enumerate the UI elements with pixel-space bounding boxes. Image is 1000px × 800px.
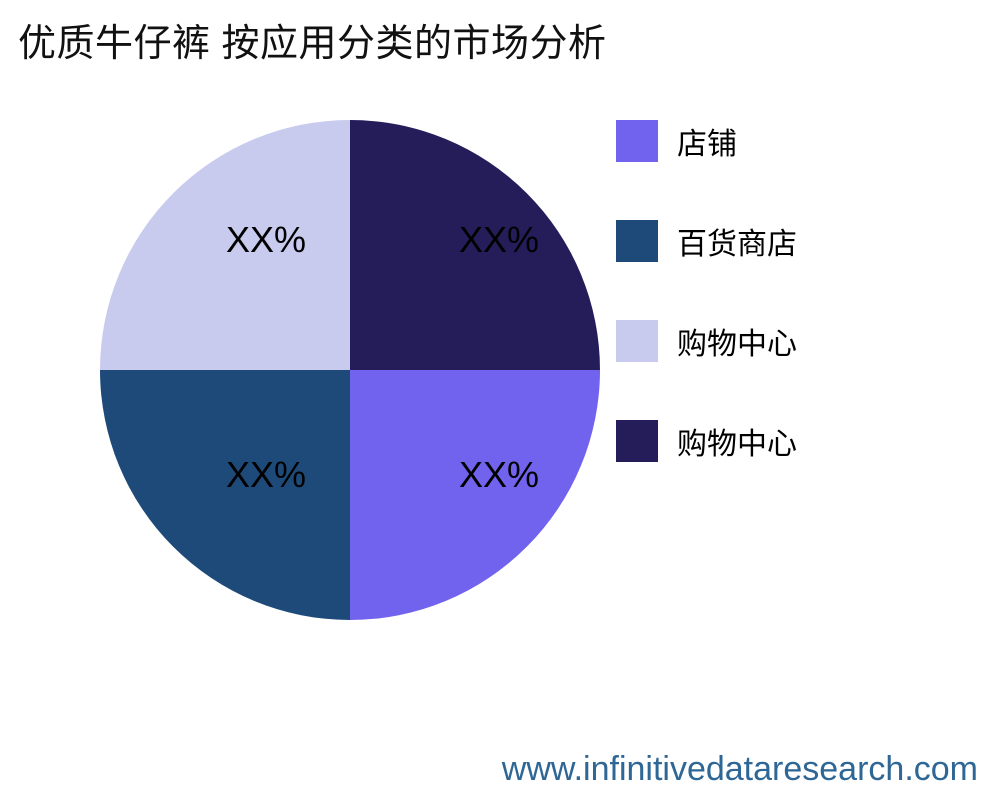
legend-item: 购物中心 [616, 320, 797, 362]
chart-title: 优质牛仔裤 按应用分类的市场分析 [18, 23, 607, 65]
legend-label: 店铺 [677, 128, 737, 161]
legend-swatch [616, 320, 658, 362]
slice-value-label-top-right: XX% [458, 219, 540, 260]
legend-label: 购物中心 [677, 428, 797, 461]
slice-value-label-top-left: XX% [225, 219, 307, 260]
pie-chart: XX% XX% XX% XX% [100, 120, 600, 620]
website-link[interactable]: www.infinitivedataresearch.com [501, 750, 978, 788]
slice-value-label-bottom-left: XX% [225, 454, 307, 495]
legend-item: 店铺 [616, 120, 797, 162]
legend-item: 百货商店 [616, 220, 797, 262]
legend-item: 购物中心 [616, 420, 797, 462]
legend: 店铺 百货商店 购物中心 购物中心 [616, 120, 797, 520]
legend-swatch [616, 120, 658, 162]
legend-label: 购物中心 [677, 328, 797, 361]
legend-label: 百货商店 [677, 228, 797, 261]
legend-swatch [616, 420, 658, 462]
slice-value-label-bottom-right: XX% [458, 454, 540, 495]
legend-swatch [616, 220, 658, 262]
